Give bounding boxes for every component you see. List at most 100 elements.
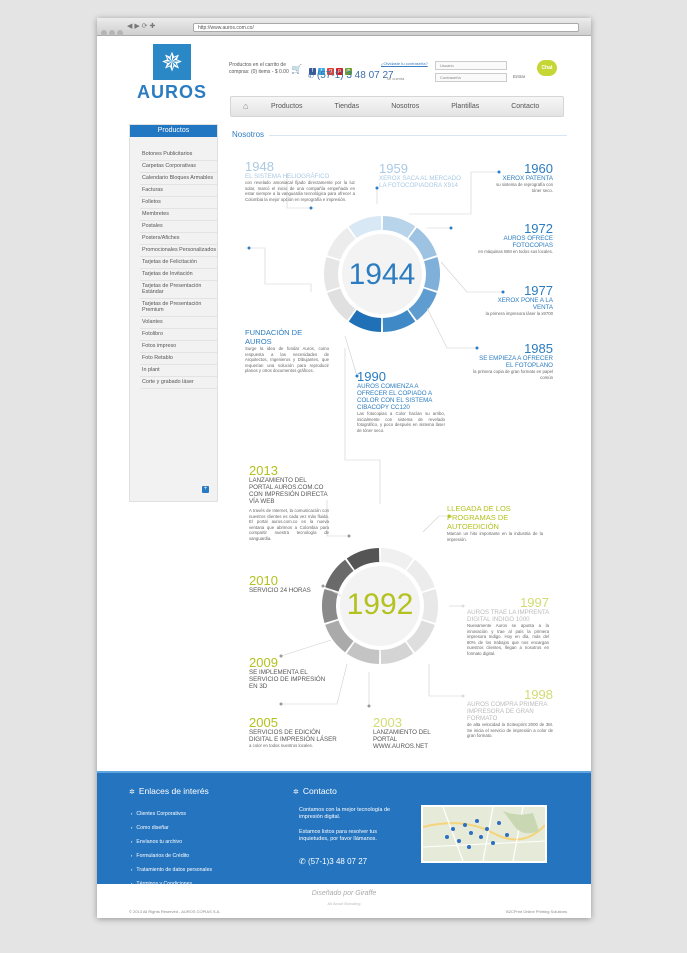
browser-chrome: ◀ ▶ ⟳ ✚ http://www.auros.com.co/ — [97, 18, 591, 36]
sidebar-item[interactable]: Folletos — [140, 197, 217, 209]
password-input[interactable]: Contraseña — [435, 73, 507, 82]
nav-productos[interactable]: Productos — [271, 103, 303, 110]
products-sidebar: Productos Botones Publicitarios Carpetas… — [129, 124, 218, 502]
sidebar-item[interactable]: Facturas — [140, 185, 217, 197]
ring-segment — [382, 216, 416, 238]
sidebar-item[interactable]: Fotos impreso — [140, 341, 217, 353]
event-year: 1977 — [524, 283, 553, 298]
section-divider — [269, 135, 567, 136]
event-2013: 2013 LANZAMIENTO DEL PORTAL AUROS.COM.CO… — [249, 464, 329, 542]
forgot-password-link[interactable]: ¿Olvidaste tu contraseña? — [381, 61, 428, 66]
gear-icon: ✲ — [129, 789, 135, 796]
event-title: SERVICIO 24 HORAS — [249, 587, 311, 594]
event-year: 2013 — [249, 463, 278, 478]
sidebar-item[interactable]: Tarjetas de Presentación Premium — [140, 299, 217, 317]
social-icons: f t g p in — [309, 59, 354, 77]
username-input[interactable]: Usuario — [435, 61, 507, 70]
sidebar-item[interactable]: Tarjetas de Invitación — [140, 269, 217, 281]
logo-star-icon: ✵ — [153, 44, 191, 80]
browser-nav-icons[interactable]: ◀ ▶ ⟳ ✚ — [127, 23, 156, 30]
event-title: AUROS TRAE LA IMPRENTA DIGITAL INDIGO 10… — [467, 609, 549, 623]
footer-phone-number: (57-1)3 48 07 27 — [307, 857, 368, 866]
facebook-icon[interactable]: f — [309, 68, 316, 75]
twitter-icon[interactable]: t — [318, 68, 325, 75]
sidebar-item[interactable]: Tarjetas de Presentación Estándar — [140, 281, 217, 299]
platform-credit: B2CPrint Online Printing Solutions — [506, 909, 567, 914]
sidebar-item[interactable]: Tarjetas de Felicitación — [140, 257, 217, 269]
address-bar[interactable]: http://www.auros.com.co/ — [193, 23, 579, 32]
home-icon[interactable]: ⌂ — [243, 101, 249, 111]
ring-segment — [346, 642, 380, 664]
ring-center — [340, 566, 420, 646]
event-body: la primera impresora láser la x9700 — [485, 311, 553, 316]
sidebar-item[interactable]: Corte y grabado láser — [140, 377, 217, 389]
linkedin-icon[interactable]: in — [345, 68, 352, 75]
event-body: con revelado amoniacal fijado directamen… — [245, 180, 355, 202]
footer-phone: ✆ (57-1)3 48 07 27 — [299, 857, 367, 866]
sidebar-item[interactable]: Foto Retablo — [140, 353, 217, 365]
sidebar-item[interactable]: Fotolibro — [140, 329, 217, 341]
logo-wordmark: AUROS — [136, 82, 207, 102]
event-body: Surge la idea de fundar Auros, como resp… — [245, 346, 329, 374]
event-body: a color en todos nuestros locales. — [249, 743, 314, 748]
ring-segment — [382, 310, 416, 332]
sidebar-item[interactable]: Membretes — [140, 209, 217, 221]
event-body: su sistema de reprografía con tóner seco… — [496, 182, 553, 193]
chat-button[interactable]: Chat — [537, 60, 557, 76]
sidebar-item[interactable]: Volantes — [140, 317, 217, 329]
sidebar-item[interactable]: Postales — [140, 221, 217, 233]
event-body: A través de Internet, la comunicación co… — [249, 508, 329, 541]
sidebar-item[interactable]: Botones Publicitarios — [140, 149, 217, 161]
event-1990: 1990 AUROS COMIENZA A OFRECER EL COPIADO… — [357, 370, 445, 433]
footer-link[interactable]: Tratamiento de datos personales — [131, 863, 212, 877]
my-account-link[interactable]: Mi cuenta — [387, 76, 405, 81]
nav-plantillas[interactable]: Plantillas — [451, 103, 480, 110]
event-title: AUROS COMIENZA A OFRECER EL COPIADO A CO… — [357, 383, 433, 411]
event-year: 1998 — [524, 687, 553, 702]
event-title: EL SISTEMA HELIOGRÁFICO — [245, 173, 330, 180]
footer-link[interactable]: Envíanos tu archivo — [131, 835, 212, 849]
event-1998: 1998 AUROS COMPRA PRIMERA IMPRESORA DE G… — [467, 688, 553, 739]
event-year: 2003 — [373, 715, 402, 730]
contact-title: Contacto — [302, 786, 337, 796]
event-year: 1997 — [520, 595, 549, 610]
phone-icon: ✆ — [308, 73, 314, 80]
ring-segment — [327, 288, 356, 321]
nav-nosotros[interactable]: Nosotros — [391, 103, 420, 110]
sidebar-more-button[interactable]: + — [202, 486, 209, 493]
nav-tiendas[interactable]: Tiendas — [334, 103, 360, 110]
location-map[interactable] — [421, 805, 547, 863]
event-1997: 1997 AUROS TRAE LA IMPRENTA DIGITAL INDI… — [467, 596, 549, 657]
event-body: la primera copia de gran formato en pape… — [473, 369, 553, 380]
ring-segment — [325, 620, 354, 653]
event-year: 2009 — [249, 655, 278, 670]
event-year: 1972 — [524, 221, 553, 236]
event-fundacion: FUNDACIÓN DE AUROS Surge la idea de fund… — [245, 328, 329, 374]
designed-by[interactable]: Diseñado por Giraffe — [311, 890, 377, 897]
event-year: 1948 — [245, 159, 274, 174]
footer-link[interactable]: Formularios de Crédito — [131, 849, 212, 863]
footer-link[interactable]: Como diseñar — [131, 821, 212, 835]
event-title: SERVICIOS DE EDICIÓN DIGITAL E IMPRESIÓN… — [249, 729, 337, 743]
auros-logo[interactable]: ✵ AUROS — [134, 44, 210, 132]
googleplus-icon[interactable]: g — [327, 68, 334, 75]
ring-segment — [408, 227, 437, 260]
nav-contacto[interactable]: Contacto — [511, 103, 540, 110]
login-button[interactable]: Entrar — [513, 74, 526, 79]
event-year: 1985 — [524, 341, 553, 356]
sidebar-item[interactable]: Posters/Afiches — [140, 233, 217, 245]
header-phone: ✆ (57-1) 3 48 07 27 — [308, 70, 394, 81]
sidebar-item[interactable]: Promocionales Personalizados — [140, 245, 217, 257]
cart-summary[interactable]: Productos en el carrito de compras: (0) … — [229, 62, 289, 75]
sidebar-item[interactable]: Carpetas Corporativas — [140, 161, 217, 173]
cart-icon[interactable]: 🛒 — [291, 64, 303, 74]
sidebar-item[interactable]: In plant — [140, 365, 217, 377]
window-controls[interactable] — [101, 23, 125, 41]
bottom-bar: Diseñado por Giraffe All About Branding … — [97, 884, 591, 918]
sidebar-item[interactable]: Calendario Bloques Armables — [140, 173, 217, 185]
ring-segment — [325, 559, 354, 592]
footer-link[interactable]: Clientes Corporativos — [131, 807, 212, 821]
event-title: XEROX PATENTA — [502, 175, 553, 182]
ring-segment — [406, 559, 435, 592]
pinterest-icon[interactable]: p — [336, 68, 343, 75]
